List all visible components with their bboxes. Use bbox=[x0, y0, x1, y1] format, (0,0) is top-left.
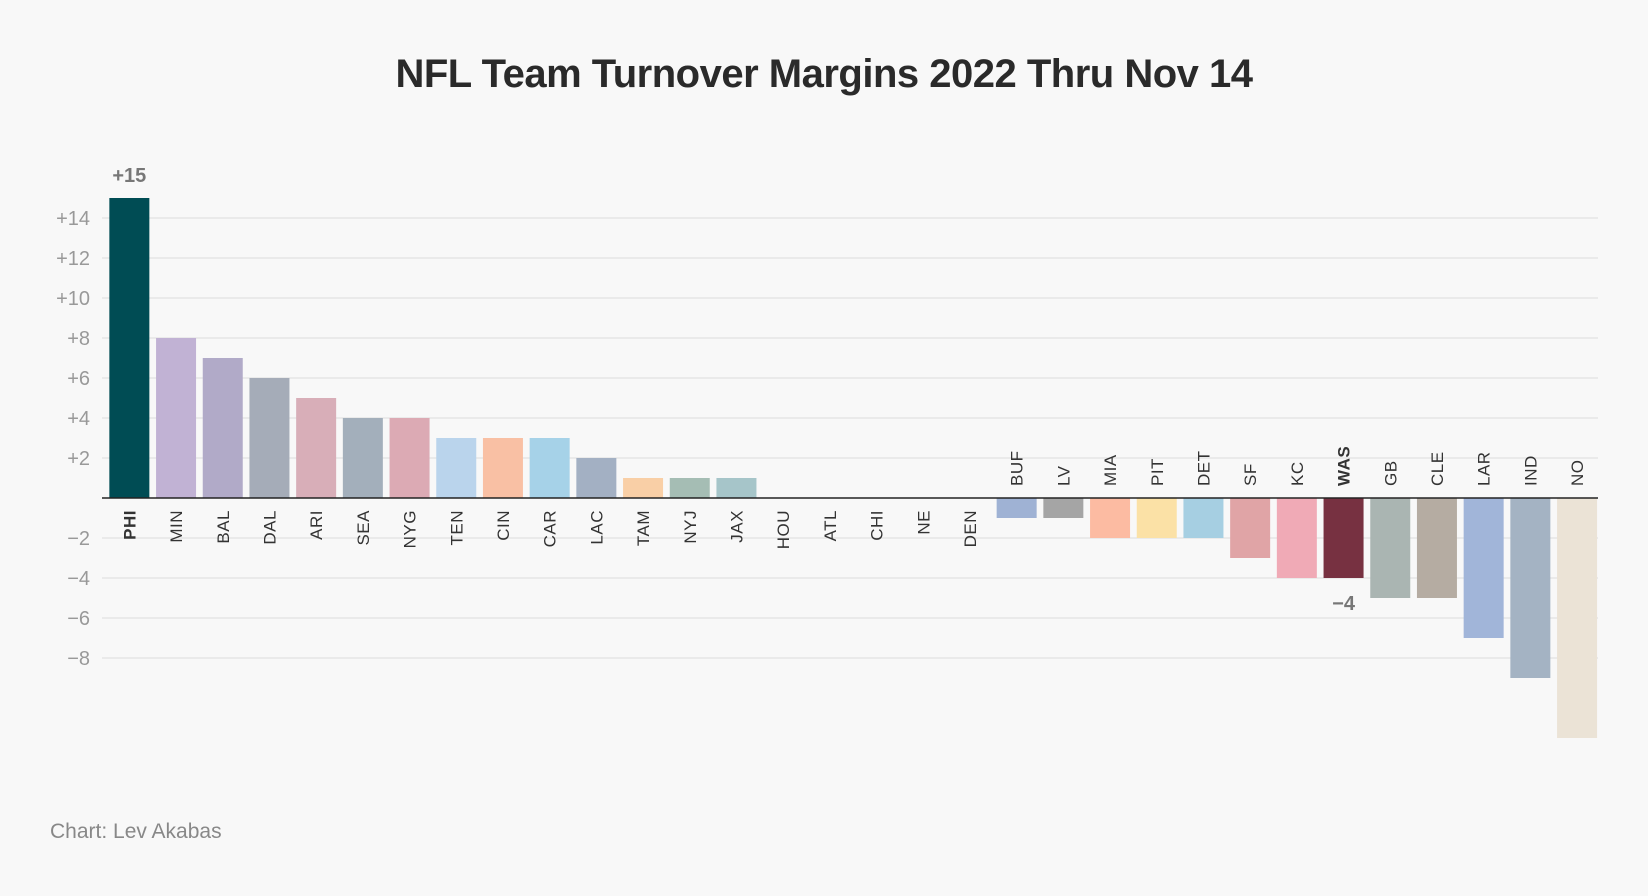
bars bbox=[109, 198, 1598, 738]
category-label-mia: MIA bbox=[1101, 454, 1120, 486]
category-label-no: NO bbox=[1568, 460, 1587, 487]
category-label-cin: CIN bbox=[494, 510, 513, 541]
callout-was: −4 bbox=[1332, 593, 1356, 615]
bar-cle bbox=[1416, 498, 1457, 598]
y-tick-label: +8 bbox=[67, 328, 90, 350]
chart-title: NFL Team Turnover Margins 2022 Thru Nov … bbox=[395, 52, 1253, 96]
category-label-gb: GB bbox=[1381, 460, 1400, 486]
category-label-buf: BUF bbox=[1008, 451, 1027, 487]
y-tick-label: −4 bbox=[67, 568, 90, 590]
bar-pit bbox=[1136, 498, 1177, 538]
bar-det bbox=[1183, 498, 1224, 538]
category-label-kc: KC bbox=[1288, 461, 1307, 486]
bar-jax bbox=[716, 478, 757, 498]
bar-was bbox=[1323, 498, 1364, 578]
y-tick-label: +4 bbox=[67, 408, 90, 430]
bar-ten bbox=[436, 438, 477, 498]
bar-lv bbox=[1043, 498, 1084, 518]
category-label-ten: TEN bbox=[447, 510, 466, 546]
category-label-sf: SF bbox=[1241, 463, 1260, 486]
category-label-lac: LAC bbox=[587, 510, 606, 545]
bar-gb bbox=[1370, 498, 1411, 598]
y-tick-label: −8 bbox=[67, 648, 90, 670]
category-label-lar: LAR bbox=[1475, 451, 1494, 486]
bar-nyg bbox=[389, 418, 430, 498]
category-label-phi: PHI bbox=[120, 510, 139, 540]
y-tick-label: −6 bbox=[67, 608, 90, 630]
y-axis-ticks: +14 +12 +10 +8 +6 +4 +2 −2 −4 −6 −8 bbox=[56, 208, 90, 670]
category-label-tam: TAM bbox=[634, 510, 653, 546]
category-label-jax: JAX bbox=[727, 510, 746, 543]
bar-buf bbox=[996, 498, 1037, 518]
y-tick-label: +14 bbox=[56, 208, 90, 230]
y-tick-label: −2 bbox=[67, 528, 90, 550]
bar-no bbox=[1557, 498, 1598, 738]
category-label-pit: PIT bbox=[1148, 458, 1167, 486]
bar-min bbox=[156, 338, 197, 498]
bar-lar bbox=[1463, 498, 1504, 638]
bar-ari bbox=[296, 398, 337, 498]
bar-tam bbox=[623, 478, 664, 498]
category-label-nyg: NYG bbox=[401, 510, 420, 548]
category-label-atl: ATL bbox=[821, 510, 840, 541]
callout-phi: +15 bbox=[112, 165, 146, 187]
bar-car bbox=[529, 438, 570, 498]
bar-bal bbox=[202, 358, 243, 498]
category-label-cle: CLE bbox=[1428, 451, 1447, 486]
category-label-ind: IND bbox=[1521, 455, 1540, 486]
category-label-hou: HOU bbox=[774, 510, 793, 549]
bar-nyj bbox=[669, 478, 710, 498]
gridlines bbox=[102, 217, 1598, 659]
category-label-det: DET bbox=[1194, 451, 1213, 487]
category-label-nyj: NYJ bbox=[681, 510, 700, 544]
category-label-bal: BAL bbox=[214, 510, 233, 544]
category-label-min: MIN bbox=[167, 510, 186, 543]
bar-kc bbox=[1276, 498, 1317, 578]
category-label-chi: CHI bbox=[868, 510, 887, 541]
category-label-den: DEN bbox=[961, 510, 980, 547]
chart-credit: Chart: Lev Akabas bbox=[50, 820, 222, 843]
category-label-ne: NE bbox=[914, 510, 933, 535]
y-tick-label: +12 bbox=[56, 248, 90, 270]
category-labels: PHI MIN BAL DAL ARI SEA NYG TEN CIN CAR LAC TAM NYJ J… bbox=[120, 446, 1587, 550]
y-tick-label: +10 bbox=[56, 288, 90, 310]
bar-sea bbox=[342, 418, 383, 498]
category-label-ari: ARI bbox=[307, 510, 326, 540]
bar-ind bbox=[1510, 498, 1551, 678]
category-label-sea: SEA bbox=[354, 510, 373, 546]
bar-sf bbox=[1230, 498, 1271, 558]
category-label-was: WAS bbox=[1335, 446, 1354, 486]
category-label-car: CAR bbox=[541, 510, 560, 547]
y-tick-label: +2 bbox=[67, 448, 90, 470]
bar-dal bbox=[249, 378, 290, 498]
category-label-dal: DAL bbox=[260, 510, 279, 545]
y-tick-label: +6 bbox=[67, 368, 90, 390]
bar-lac bbox=[576, 458, 617, 498]
value-callouts: +15 −4 bbox=[112, 165, 1355, 615]
category-label-lv: LV bbox=[1054, 465, 1073, 486]
bar-cin bbox=[482, 438, 523, 498]
bar-phi bbox=[109, 198, 150, 498]
bar-mia bbox=[1090, 498, 1131, 538]
